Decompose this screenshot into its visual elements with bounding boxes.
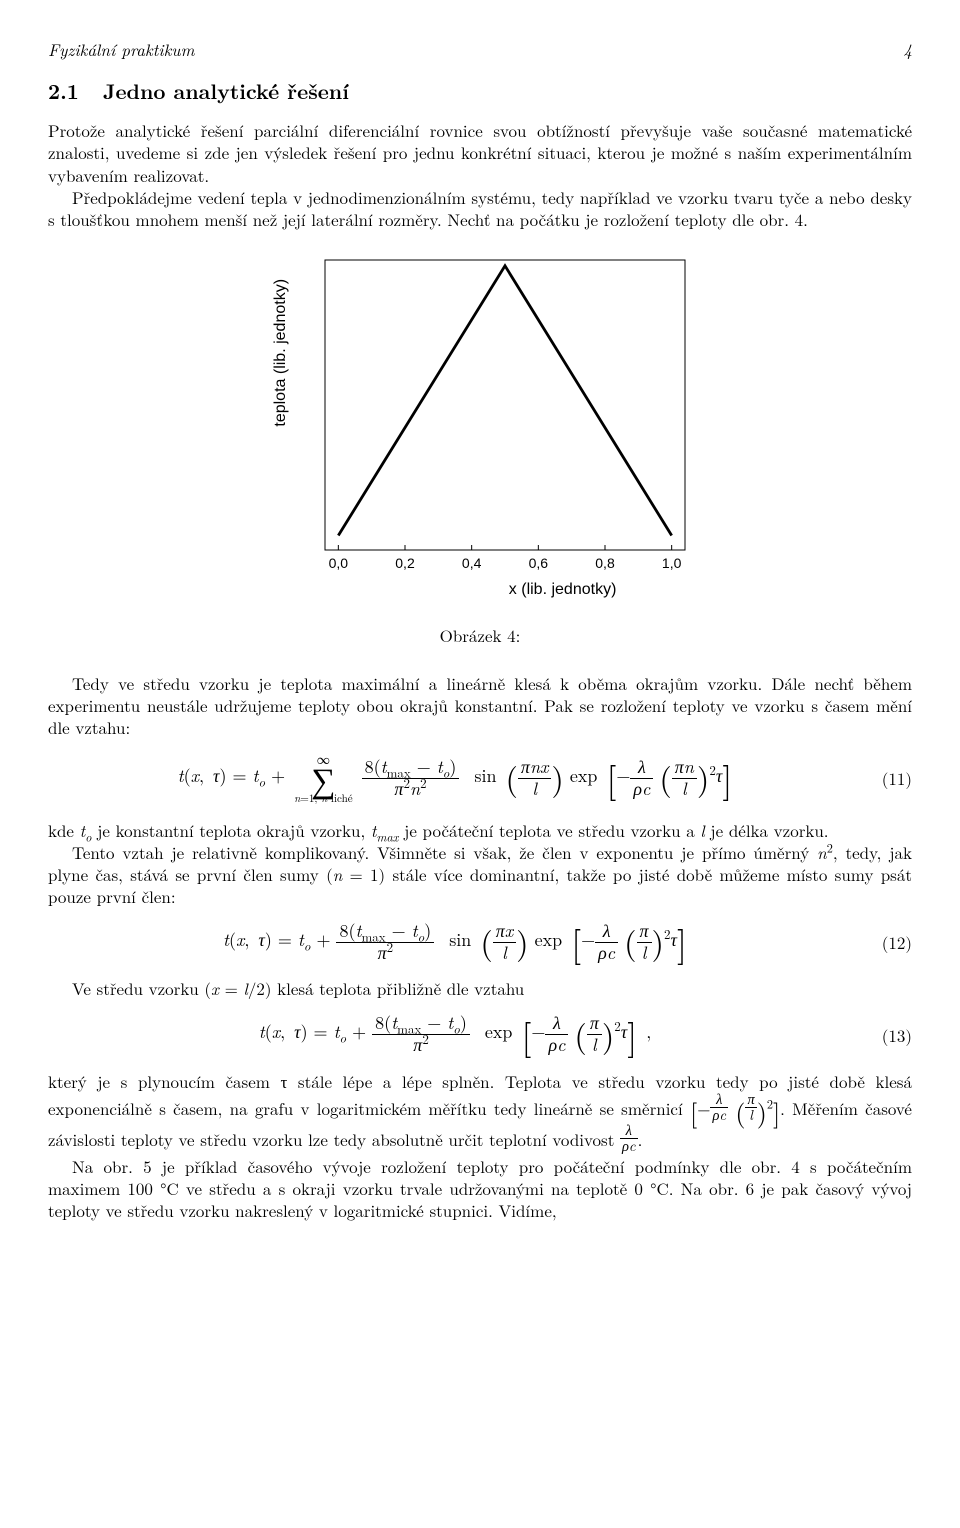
paragraph-1: Protože analytické řešení parciální dife…: [48, 119, 912, 185]
paragraph-6: který je s plynoucím časem τ stále lépe …: [48, 1070, 912, 1155]
paragraph-3b: kde to je konstantní teplota okrajů vzor…: [48, 819, 912, 841]
equation-13-number: (13): [862, 1024, 912, 1046]
equation-13: t(x, τ) = to + 8(tmax − to) π2 exp [−λρc…: [48, 1013, 912, 1055]
equation-11: t(x, τ) = to + ∞ ∑ n=1, n liché 8(tmax −…: [48, 752, 912, 804]
figure-caption: Obrázek 4:: [48, 624, 912, 646]
header-page-number: 4: [903, 38, 912, 60]
paragraph-2: Předpokládejme vedení tepla v jednodimen…: [48, 186, 912, 230]
svg-text:0,6: 0,6: [529, 555, 549, 571]
paragraph-3a: Tedy ve středu vzorku je teplota maximál…: [48, 672, 912, 738]
section-title: Jedno analytické řešení: [103, 76, 349, 106]
equation-12-number: (12): [862, 931, 912, 953]
figure-4: 0,0 0,2 0,4 0,6 0,8 1,0 x (lib. jednotky) teplo…: [48, 250, 912, 610]
svg-text:0,4: 0,4: [462, 555, 482, 571]
svg-text:teplota (lib. jednotky): teplota (lib. jednotky): [272, 279, 289, 427]
equation-12: t(x, τ) = to + 8(tmax − to) π2 sin (πxl)…: [48, 921, 912, 963]
triangle-chart: 0,0 0,2 0,4 0,6 0,8 1,0 x (lib. jednotky) teplo…: [259, 250, 701, 606]
equation-11-body: t(x, τ) = to + ∞ ∑ n=1, n liché 8(tmax −…: [48, 752, 862, 804]
paragraph-5: Ve středu vzorku (x = l/2) klesá teplota…: [48, 977, 912, 999]
paragraph-7: Na obr. 5 je příklad časového vývoje roz…: [48, 1155, 912, 1221]
svg-text:x (lib. jednotky): x (lib. jednotky): [509, 581, 617, 598]
equation-13-body: t(x, τ) = to + 8(tmax − to) π2 exp [−λρc…: [48, 1013, 862, 1055]
header-left: Fyzikální praktikum: [48, 38, 194, 60]
svg-text:0,2: 0,2: [395, 555, 415, 571]
page-header: Fyzikální praktikum 4: [48, 38, 912, 60]
svg-text:0,0: 0,0: [329, 555, 349, 571]
section-heading: 2.1 Jedno analytické řešení: [48, 78, 912, 105]
equation-11-number: (11): [862, 767, 912, 789]
svg-text:0,8: 0,8: [595, 555, 615, 571]
equation-12-body: t(x, τ) = to + 8(tmax − to) π2 sin (πxl)…: [48, 921, 862, 963]
svg-text:1,0: 1,0: [662, 555, 682, 571]
section-number: 2.1: [48, 76, 79, 106]
paragraph-4: Tento vztah je relativně komplikovaný. V…: [48, 841, 912, 907]
